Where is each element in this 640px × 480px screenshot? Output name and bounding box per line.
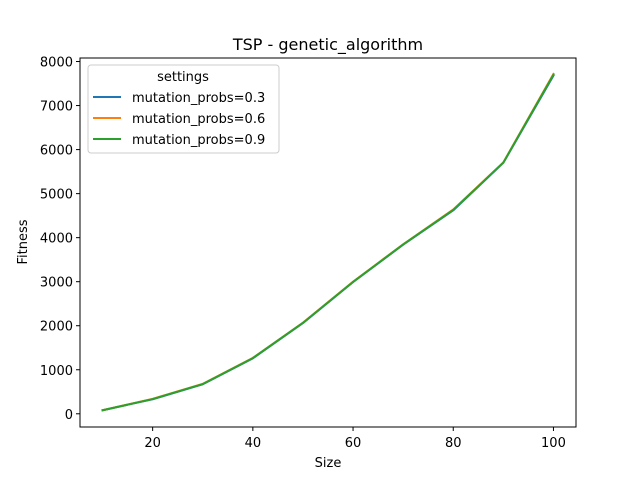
x-tick-label-4: 100 xyxy=(541,436,566,451)
series-layer xyxy=(101,72,555,412)
legend-label-2: mutation_probs=0.9 xyxy=(132,133,265,148)
series-line-2 xyxy=(101,73,555,412)
y-tick-label-5: 5000 xyxy=(40,188,73,203)
x-tick-label-1: 40 xyxy=(245,436,262,451)
ticks-layer: 20 40 60 80 10001000200030004000500060007000… xyxy=(40,56,566,451)
legend: settings mutation_probs=0.3 mutation_pro… xyxy=(87,64,280,154)
y-axis-label: Fitness xyxy=(16,219,31,264)
y-tick-label-7: 7000 xyxy=(40,100,73,115)
y-tick-label-1: 1000 xyxy=(40,364,73,379)
x-axis-label: Size xyxy=(315,456,342,471)
legend-label-0: mutation_probs=0.3 xyxy=(132,91,265,106)
y-tick-label-2: 2000 xyxy=(40,320,73,335)
y-tick-label-6: 6000 xyxy=(40,144,73,159)
chart-title: TSP - genetic_algorithm xyxy=(232,35,423,55)
plot-frame xyxy=(79,57,577,428)
x-tick-label-2: 60 xyxy=(345,436,362,451)
y-tick-label-0: 0 xyxy=(65,408,73,423)
y-tick-label-4: 4000 xyxy=(40,232,73,247)
legend-label-1: mutation_probs=0.6 xyxy=(132,112,265,127)
x-tick-label-3: 80 xyxy=(445,436,462,451)
legend-title: settings xyxy=(157,70,209,85)
y-tick-label-3: 3000 xyxy=(40,276,73,291)
y-tick-label-8: 8000 xyxy=(40,56,73,71)
legend-box xyxy=(87,64,280,154)
x-tick-label-0: 20 xyxy=(144,436,161,451)
